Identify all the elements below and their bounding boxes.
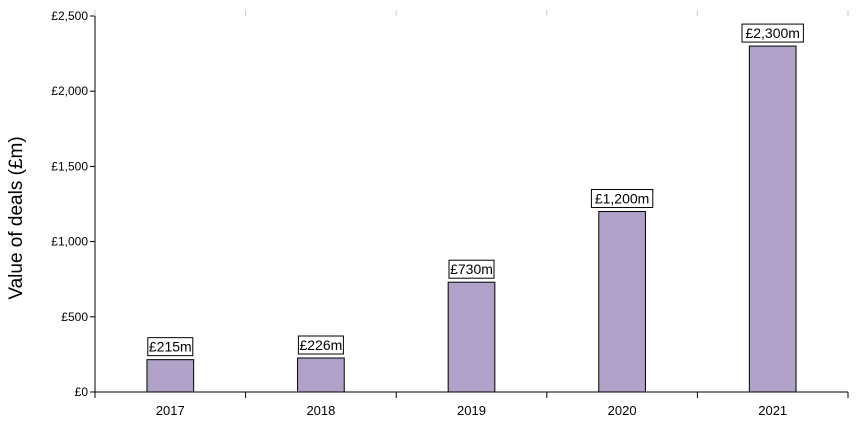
data-label-box xyxy=(741,23,804,43)
data-label: £215m xyxy=(149,339,192,355)
bar-2018 xyxy=(297,357,345,393)
y-axis-label: Value of deals (£m) xyxy=(6,136,27,299)
bar-2017 xyxy=(146,359,195,393)
y-tick-label: £500 xyxy=(61,310,88,324)
x-tick-label: 2017 xyxy=(156,403,185,418)
x-tick-label: 2019 xyxy=(457,403,486,418)
data-label: £2,300m xyxy=(745,25,799,41)
bar-2021 xyxy=(748,45,797,393)
y-tick-label: £0 xyxy=(75,385,89,399)
y-tick-label: £1,000 xyxy=(51,235,88,249)
y-tick-label: £1,500 xyxy=(51,159,88,173)
data-label-box xyxy=(590,189,654,209)
data-label-box xyxy=(448,259,495,279)
data-label-box xyxy=(147,337,194,357)
bar-2019 xyxy=(447,281,496,393)
data-label: £1,200m xyxy=(595,191,649,207)
x-tick-label: 2021 xyxy=(758,403,787,418)
data-label: £226m xyxy=(299,337,342,353)
data-label: £730m xyxy=(450,261,493,277)
x-tick-label: 2020 xyxy=(608,403,637,418)
y-tick-label: £2,500 xyxy=(51,9,88,23)
plot-area: £0 £500 £1,000 £1,500 £2,000 £2,500 2017 £215m 2… xyxy=(51,9,849,418)
y-tick-label: £2,000 xyxy=(51,84,88,98)
x-tick-label: 2018 xyxy=(306,403,335,418)
data-label-box xyxy=(297,335,344,355)
bar-2020 xyxy=(598,211,646,393)
